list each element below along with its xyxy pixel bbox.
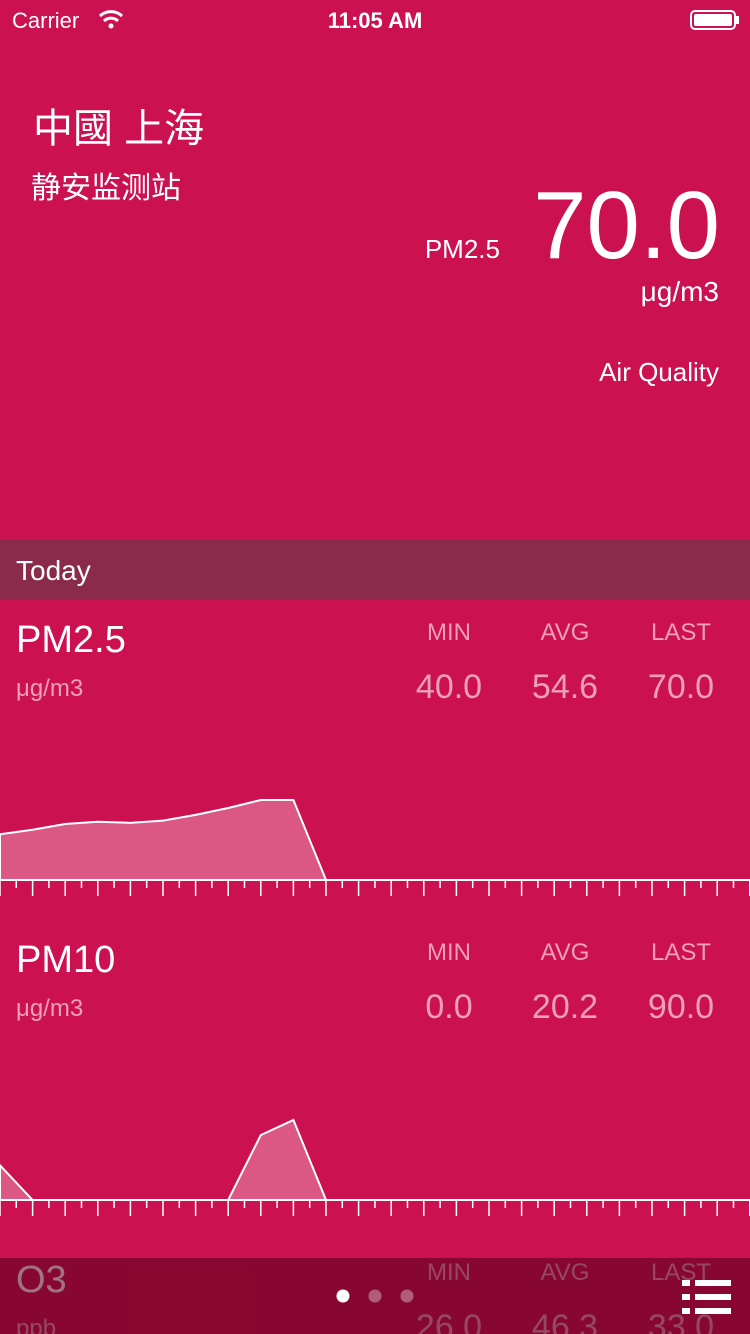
station: 静安监测站 — [31, 172, 181, 205]
air-quality-label: Air Quality — [599, 357, 719, 387]
stat-header: AVG — [541, 619, 590, 646]
battery-tip — [736, 16, 739, 24]
wifi-icon — [98, 10, 124, 23]
stat-header: MIN — [427, 619, 471, 646]
bottom-bar — [0, 1258, 750, 1334]
current-unit: μg/m3 — [641, 276, 719, 307]
wifi-dot — [108, 23, 114, 29]
clock: 11:05 AM — [328, 8, 423, 33]
pollutant-unit: μg/m3 — [16, 995, 83, 1022]
stat-value: 20.2 — [532, 988, 598, 1026]
stat-value: 0.0 — [425, 988, 472, 1026]
stat-header: LAST — [651, 939, 711, 966]
stat-value: 54.6 — [532, 668, 598, 706]
hourly-area — [0, 799, 328, 881]
stat-value: 70.0 — [648, 668, 714, 706]
page-dot[interactable] — [400, 1289, 414, 1303]
bottom-bar-bg — [0, 1258, 750, 1334]
section-title: Today — [16, 555, 91, 586]
stat-header: MIN — [427, 939, 471, 966]
page-dot-active[interactable] — [336, 1289, 350, 1303]
pollutant-name: PM10 — [16, 939, 115, 981]
stat-header: AVG — [541, 939, 590, 966]
pollutant-name: PM2.5 — [16, 619, 126, 661]
list-button[interactable] — [682, 1280, 731, 1314]
page-dot[interactable] — [368, 1289, 382, 1303]
section-header — [0, 540, 750, 600]
current-pollutant: PM2.5 — [425, 234, 500, 264]
stat-value: 90.0 — [648, 988, 714, 1026]
city: 中國 上海 — [33, 107, 204, 151]
stat-value: 40.0 — [416, 668, 482, 706]
battery-level — [694, 14, 732, 26]
battery — [690, 10, 736, 30]
current-value: 70.0 — [533, 172, 720, 279]
stat-header: LAST — [651, 619, 711, 646]
carrier: Carrier — [12, 8, 79, 33]
pollutant-unit: μg/m3 — [16, 675, 83, 702]
